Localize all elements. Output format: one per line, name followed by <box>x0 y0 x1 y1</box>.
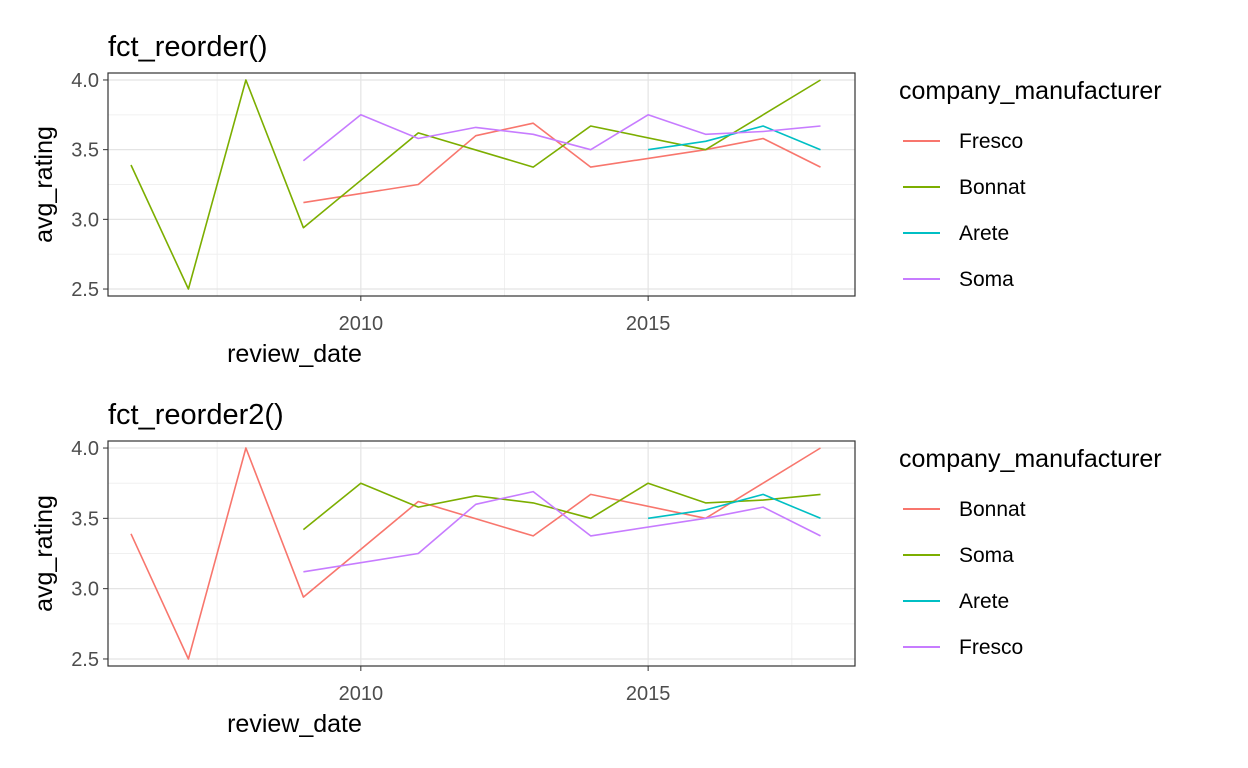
legend-title: company_manufacturer <box>899 77 1162 105</box>
x-axis-title: review_date <box>227 340 362 368</box>
series-line-arete <box>647 493 821 520</box>
x-axis-title: review_date <box>227 710 362 738</box>
legend-label-arete: Arete <box>959 590 1009 613</box>
series-line-soma <box>302 114 821 162</box>
y-tick-label: 3.0 <box>71 579 99 601</box>
y-tick-label: 2.5 <box>71 279 99 301</box>
series-line-bonnat <box>130 447 821 660</box>
legend-label-bonnat: Bonnat <box>959 176 1026 199</box>
y-tick-label: 4.0 <box>71 438 99 460</box>
x-tick-label: 2015 <box>626 683 671 705</box>
legend-title: company_manufacturer <box>899 445 1162 473</box>
y-axis-title: avg_rating <box>30 495 58 612</box>
legend-label-soma: Soma <box>959 268 1014 291</box>
x-tick-label: 2010 <box>339 313 384 335</box>
series-line-fresco <box>303 490 821 573</box>
legend-label-fresco: Fresco <box>959 636 1023 659</box>
y-tick-label: 2.5 <box>71 649 99 671</box>
legend-label-bonnat: Bonnat <box>959 498 1026 521</box>
legend: company_manufacturer Fresco Bonnat Arete Som… <box>899 77 1162 291</box>
legend-label-fresco: Fresco <box>959 130 1023 153</box>
chart-title: fct_reorder2() <box>108 399 284 431</box>
chart-title: fct_reorder() <box>108 31 268 63</box>
legend: company_manufacturer Bonnat Soma Arete Fresc… <box>899 445 1162 659</box>
y-tick-label: 4.0 <box>71 70 99 92</box>
chart-panel-1: 2010 2015 2.5 3.0 3.5 4.0 fct_reorder() review_… <box>30 31 1162 368</box>
y-tick-label: 3.5 <box>71 508 99 530</box>
y-tick-label: 3.0 <box>71 209 99 231</box>
y-axis-title: avg_rating <box>30 126 58 243</box>
series-line-soma <box>302 482 821 531</box>
legend-label-arete: Arete <box>959 222 1009 245</box>
panel-border <box>107 440 856 667</box>
x-tick-label: 2010 <box>339 683 384 705</box>
series-line-arete <box>647 125 821 151</box>
legend-label-soma: Soma <box>959 544 1014 567</box>
series-line-fresco <box>303 122 821 204</box>
chart-panel-2: 2010 2015 2.5 3.0 3.5 4.0 fct_reorder2()review… <box>30 399 1162 738</box>
panel-border <box>107 72 856 297</box>
series-line-bonnat <box>130 79 821 290</box>
x-tick-label: 2015 <box>626 313 671 335</box>
y-tick-label: 3.5 <box>71 140 99 162</box>
